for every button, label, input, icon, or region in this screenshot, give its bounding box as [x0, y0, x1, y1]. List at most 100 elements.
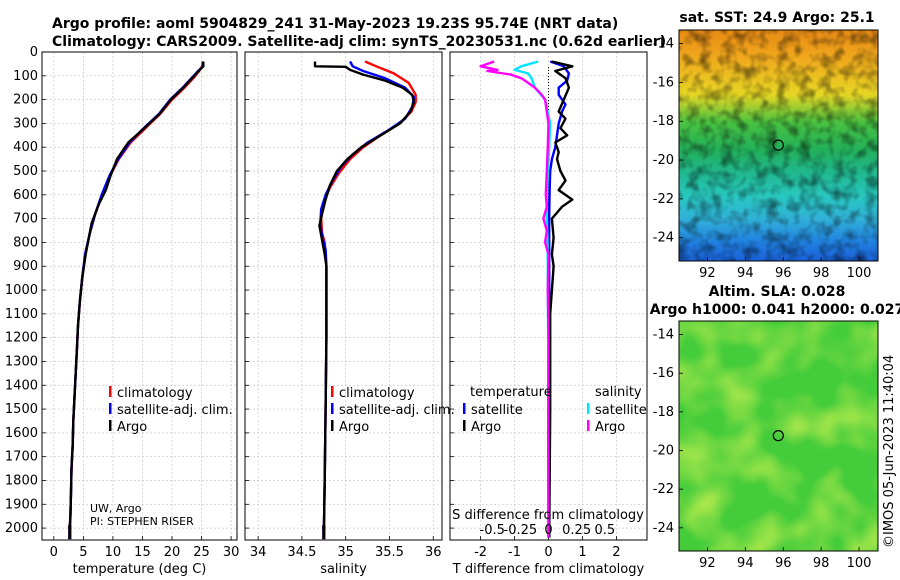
top-axis-label: S difference from climatology	[452, 508, 644, 523]
y-tick-label: 1900	[5, 497, 38, 512]
x-tick-label: 15	[134, 545, 151, 560]
legend-swatch	[587, 403, 590, 414]
sst-map-noise	[679, 30, 878, 261]
y-tick-label: 1200	[5, 331, 38, 346]
legend-swatch	[463, 420, 466, 431]
legend-swatch	[331, 420, 334, 431]
map-y-tick-label: -18	[653, 114, 674, 129]
series-line-satellite-adj-clim-	[68, 61, 205, 538]
sla-map-title-line2: Argo h1000: 0.041 h2000: 0.027	[650, 302, 900, 318]
map-y-tick-label: -24	[653, 231, 674, 246]
map-x-tick-label: 96	[775, 556, 792, 571]
map-x-tick-label: 98	[813, 266, 830, 281]
map-x-tick-label: 92	[699, 266, 716, 281]
map-x-tick-label: 98	[813, 556, 830, 571]
sla-map-frame	[678, 320, 879, 552]
x-tick-label: 34.5	[287, 545, 316, 560]
x-tick-label: 1	[578, 545, 586, 560]
top-tick-label: 0	[544, 523, 552, 538]
map-x-tick-label: 94	[737, 556, 754, 571]
figure-title-line2: Climatology: CARS2009. Satellite-adj cli…	[52, 34, 666, 50]
y-tick-label: 1600	[5, 426, 38, 441]
x-tick-label: -2	[474, 545, 487, 560]
y-tick-label: 1300	[5, 354, 38, 369]
series-line-climatology	[320, 60, 417, 538]
x-tick-label: 25	[193, 545, 210, 560]
legend-swatch	[109, 420, 112, 431]
sla-map	[678, 320, 879, 552]
map-x-tick-label: 92	[699, 556, 716, 571]
panel-frame	[41, 51, 238, 541]
legend-label: climatology	[339, 386, 415, 401]
y-tick-label: 1100	[5, 307, 38, 322]
map-x-tick-label: 100	[847, 266, 872, 281]
x-tick-label: 34	[250, 545, 267, 560]
legend-swatch	[331, 386, 334, 397]
y-tick-label: 900	[13, 259, 38, 274]
series-end-marker	[322, 525, 326, 540]
timestamp: ©IMOS 05-Jun-2023 11:40:04	[882, 355, 897, 548]
legend-title-salinity: salinity	[595, 385, 642, 400]
sst-map-axes: 92 94 96 98 100 -14 -16 -18 -20 -22 -24	[653, 37, 872, 281]
y-tick-label: 800	[13, 235, 38, 250]
x-axis-label: temperature (deg C)	[73, 562, 207, 577]
x-tick-label: 0	[50, 545, 58, 560]
legend-label: Argo	[117, 420, 147, 435]
x-tick-label: 36	[425, 545, 442, 560]
legend-label: satellite-adj. clim.	[117, 403, 233, 418]
y-tick-label: 600	[13, 188, 38, 203]
legend-swatch	[587, 420, 590, 431]
x-tick-label: 35	[337, 545, 354, 560]
difference-profile-panel: -2 -1 0 1 2 T difference from climatology temp…	[449, 51, 648, 577]
legend-label: Argo	[339, 420, 369, 435]
series-line-s-satellite	[513, 60, 552, 538]
map-x-tick-label: 94	[737, 266, 754, 281]
legend-swatch	[463, 403, 466, 414]
legend-swatch	[109, 403, 112, 414]
panel-frame	[244, 51, 443, 541]
figure-title-line1: Argo profile: aoml 5904829_241 31-May-20…	[52, 16, 618, 32]
x-axis-label: T difference from climatology	[452, 562, 645, 577]
sla-map-axes: 92 94 96 98 100 -14 -16 -18 -20 -22 -24	[653, 328, 872, 571]
temperature-profile-panel: 0100200300400500600700800900100011001200…	[5, 45, 239, 577]
y-tick-label: 300	[13, 116, 38, 131]
legend-label: satellite-adj. clim.	[339, 403, 455, 418]
x-tick-label: 5	[79, 545, 87, 560]
y-tick-label: 700	[13, 212, 38, 227]
map-y-tick-label: -16	[653, 75, 674, 90]
map-y-tick-label: -16	[653, 366, 674, 381]
legend-label: satellite	[595, 403, 647, 418]
legend-swatch	[331, 403, 334, 414]
series-line-climatology	[68, 61, 204, 538]
legend-swatch	[109, 386, 112, 397]
top-tick-label: -0.25	[504, 523, 538, 538]
credit-line2: PI: STEPHEN RISER	[90, 515, 194, 528]
y-tick-label: 500	[13, 164, 38, 179]
series-line-s-argo	[479, 60, 550, 538]
sla-map-title-line1: Altim. SLA: 0.028	[709, 284, 846, 300]
sst-map-frame	[678, 29, 879, 262]
x-tick-label: 30	[223, 545, 240, 560]
salinity-profile-panel: 34 34.5 35 35.5 36 salinity climatology satelli…	[244, 51, 455, 577]
y-tick-label: 400	[13, 140, 38, 155]
map-y-tick-label: -24	[653, 521, 674, 536]
x-tick-label: 0	[544, 545, 552, 560]
y-tick-label: 0	[30, 45, 38, 60]
x-tick-label: 20	[164, 545, 181, 560]
map-y-tick-label: -14	[653, 37, 674, 52]
x-axis-label: salinity	[320, 562, 367, 577]
map-y-tick-label: -20	[653, 443, 674, 458]
map-x-tick-label: 100	[847, 556, 872, 571]
series-line-argo	[68, 61, 205, 538]
map-y-tick-label: -22	[653, 482, 674, 497]
series-line-argo	[313, 61, 416, 538]
map-y-tick-label: -14	[653, 328, 674, 343]
map-y-tick-label: -22	[653, 192, 674, 207]
legend-title-temperature: temperature	[470, 385, 552, 400]
y-tick-label: 1000	[5, 283, 38, 298]
top-tick-label: -0.5	[480, 523, 505, 538]
legend-label: Argo	[471, 420, 501, 435]
sst-map	[678, 29, 879, 262]
y-tick-label: 200	[13, 93, 38, 108]
